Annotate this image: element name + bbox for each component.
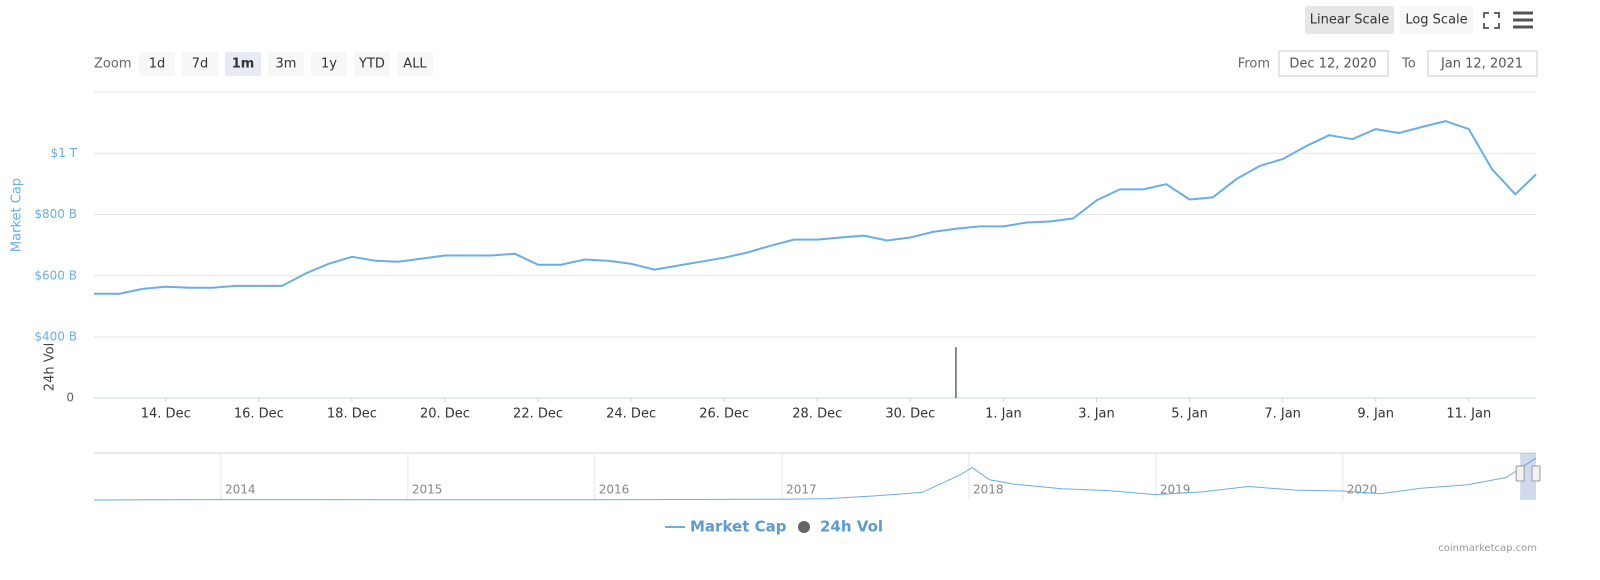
x-tick-label: 28. Dec xyxy=(792,407,842,422)
from-date[interactable]: Dec 12, 2020 xyxy=(1289,57,1376,72)
navigator-tick-label: 2017 xyxy=(786,483,817,497)
volume-bar xyxy=(955,347,957,398)
x-tick-label: 24. Dec xyxy=(606,407,656,422)
to-date[interactable]: Jan 12, 2021 xyxy=(1440,57,1523,72)
zoom-button-label[interactable]: 1y xyxy=(321,57,337,72)
legend-label[interactable]: 24h Vol xyxy=(820,518,883,536)
x-tick-label: 26. Dec xyxy=(699,407,749,422)
navigator-handle[interactable] xyxy=(1515,465,1525,482)
zoom-button-label[interactable]: YTD xyxy=(358,57,385,72)
y-tick-label: $400 B xyxy=(34,330,77,344)
zoom-button-label[interactable]: 1d xyxy=(149,57,166,72)
x-tick-label: 3. Jan xyxy=(1078,407,1115,422)
navigator-selection[interactable] xyxy=(1520,453,1536,500)
fullscreen-icon[interactable] xyxy=(1483,12,1500,29)
y-tick-label: $1 T xyxy=(51,146,78,160)
scale-button-label[interactable]: Linear Scale xyxy=(1310,13,1390,28)
y-tick-label: $600 B xyxy=(34,268,77,282)
y2-axis-title: 24h Vol xyxy=(43,343,58,391)
zoom-button-label[interactable]: 1m xyxy=(232,57,255,72)
navigator-handle[interactable] xyxy=(1531,465,1541,482)
scale-button[interactable] xyxy=(1400,6,1473,34)
x-tick-label: 11. Jan xyxy=(1446,407,1491,422)
from-input[interactable] xyxy=(1278,50,1389,77)
y-axis-title: Market Cap xyxy=(10,178,25,252)
zoom-button-label[interactable]: 3m xyxy=(276,57,297,72)
navigator-tick-label: 2018 xyxy=(973,483,1004,497)
zoom-button-label[interactable]: 7d xyxy=(192,57,209,72)
menu-icon[interactable] xyxy=(1513,11,1533,29)
x-tick-label: 7. Jan xyxy=(1264,407,1301,422)
to-label: To xyxy=(1401,57,1416,72)
from-label: From xyxy=(1238,57,1270,72)
y-tick-label: $800 B xyxy=(34,207,77,221)
zoom-button[interactable] xyxy=(182,52,218,76)
series-line xyxy=(94,120,1537,295)
zoom-button[interactable] xyxy=(311,52,347,76)
x-tick-label: 20. Dec xyxy=(420,407,470,422)
navigator-tick-label: 2015 xyxy=(412,483,443,497)
y2-tick-label: 0 xyxy=(66,391,74,405)
x-tick-label: 14. Dec xyxy=(141,407,191,422)
zoom-label: Zoom xyxy=(94,57,131,72)
scale-button-label[interactable]: Log Scale xyxy=(1405,13,1467,28)
x-tick-label: 22. Dec xyxy=(513,407,563,422)
credit: coinmarketcap.com xyxy=(1438,543,1537,554)
legend-label[interactable]: Market Cap xyxy=(690,518,787,536)
x-tick-label: 1. Jan xyxy=(985,407,1022,422)
to-input[interactable] xyxy=(1427,50,1538,77)
zoom-button[interactable] xyxy=(268,52,304,76)
scale-button[interactable] xyxy=(1305,6,1394,34)
x-tick-label: 16. Dec xyxy=(234,407,284,422)
legend-symbol xyxy=(798,521,810,533)
x-tick-label: 30. Dec xyxy=(885,407,935,422)
zoom-button[interactable] xyxy=(397,52,433,76)
navigator-line xyxy=(93,457,1537,501)
navigator-tick-label: 2016 xyxy=(599,483,630,497)
navigator-tick-label: 2020 xyxy=(1347,483,1378,497)
zoom-button[interactable] xyxy=(225,52,261,76)
zoom-button[interactable] xyxy=(354,52,390,76)
zoom-button-label[interactable]: ALL xyxy=(403,57,427,72)
zoom-button[interactable] xyxy=(139,52,175,76)
x-tick-label: 5. Jan xyxy=(1171,407,1208,422)
x-tick-label: 18. Dec xyxy=(327,407,377,422)
navigator-tick-label: 2014 xyxy=(225,483,256,497)
x-tick-label: 9. Jan xyxy=(1357,407,1394,422)
